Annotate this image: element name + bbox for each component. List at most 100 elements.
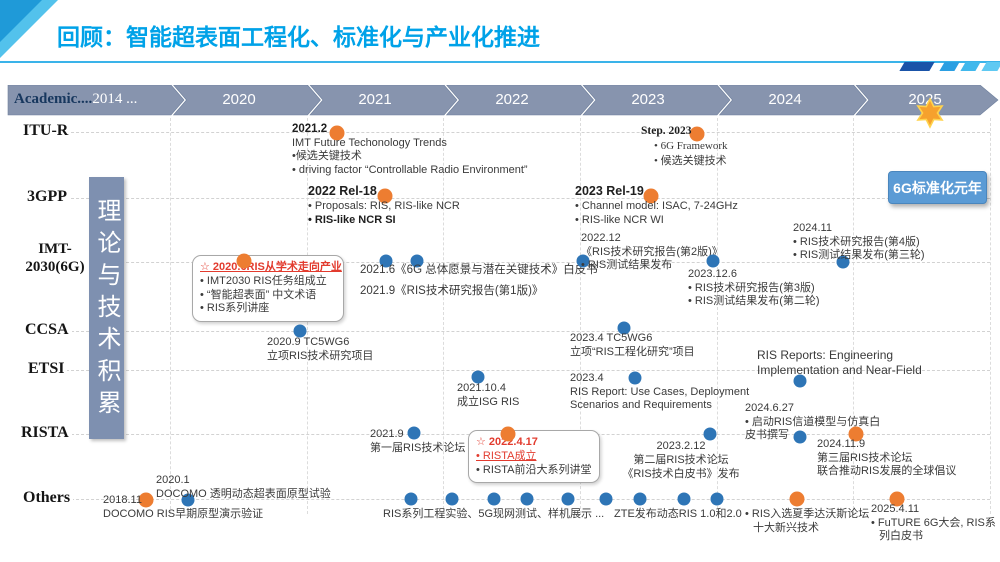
event-line: • RIS入选夏季达沃斯论坛 xyxy=(745,508,870,520)
event-date: 2021.10.4 xyxy=(457,382,506,394)
event-marker xyxy=(710,492,724,506)
grid-vline xyxy=(443,118,444,514)
event-ccsa-2020: 2020.9 TC5WG6 立项RIS技术研究项目 xyxy=(267,336,373,363)
row-label-ccsa: CCSA xyxy=(22,321,72,339)
event-3gpp-2023: 2023 Rel-19 • Channel model: ISAC, 7-24G… xyxy=(575,184,738,228)
academic-text: Academic.... xyxy=(14,91,93,107)
event-line: 《RIS技术白皮书》发布 xyxy=(622,468,740,480)
event-etsi-2021: 2021.10.4 成立ISG RIS xyxy=(457,382,519,409)
event-date: 2024.11.9 xyxy=(817,438,866,450)
event-line: • IMT2030 RIS任务组成立 xyxy=(200,274,327,287)
event-marker xyxy=(706,254,720,268)
grid-hline-3gpp xyxy=(46,198,990,199)
event-others-2025: 2025.4.11 • FuTURE 6G大会, RIS系 列白皮书 xyxy=(871,503,996,544)
event-line: • Channel model: ISAC, 7-24GHz xyxy=(575,199,738,212)
event-imt-2021a: 2021.6《6G 总体愿景与潜在关键技术》白皮书 xyxy=(360,264,598,276)
event-date: 2025.4.11 xyxy=(871,503,920,515)
event-line: 第三届RIS技术论坛 xyxy=(817,451,913,464)
event-line: • RIS系列讲座 xyxy=(200,302,270,315)
event-ccsa-2023: 2023.4 TC5WG6 立项“RIS工程化研究”项目 xyxy=(570,332,695,359)
event-imt-2023: 2023.12.6 • RIS技术研究报告(第3版) • RIS测试结果发布(第… xyxy=(688,268,820,309)
year-label-2020: 2020 xyxy=(222,91,256,108)
event-etsi-reports: RIS Reports: Engineering Implementation … xyxy=(757,348,922,378)
event-marker xyxy=(633,492,647,506)
page-title: 回顾：智能超表面工程化、标准化与产业化推进 xyxy=(57,24,540,50)
academic-years: 2014 ... xyxy=(92,91,138,107)
event-marker xyxy=(599,492,613,506)
event-marker xyxy=(471,370,485,384)
event-marker xyxy=(407,426,421,440)
event-marker xyxy=(329,125,345,141)
imt-label-line1: IMT- xyxy=(38,241,72,257)
event-line: • RIS测试结果发布(第三轮) xyxy=(793,249,925,261)
event-marker xyxy=(848,426,864,442)
event-marker xyxy=(677,492,691,506)
header-dash-decoration xyxy=(939,62,960,71)
header-dash-decoration xyxy=(899,62,935,71)
6g-standardization-badge: 6G标准化元年 xyxy=(888,171,987,204)
event-line: RIS Reports: Engineering xyxy=(757,348,894,362)
event-marker xyxy=(889,491,905,507)
timeline-band-segment xyxy=(172,85,321,116)
grid-vline xyxy=(170,118,171,514)
event-marker xyxy=(520,492,534,506)
event-line: • 候选关键技术 xyxy=(654,155,727,167)
event-marker xyxy=(293,324,307,338)
event-etsi-2023: 2023.4 RIS Report: Use Cases, Deployment… xyxy=(570,372,749,413)
event-line: Scenarios and Requirements xyxy=(570,399,712,411)
event-others-series: RIS系列工程实验、5G现网测试、样机展示 ... xyxy=(383,508,605,520)
timeline-band-segment xyxy=(445,85,594,116)
event-itu-2021: 2021.2 IMT Future Techonology Trends •候选… xyxy=(292,123,528,177)
header-dash-decoration xyxy=(981,62,1000,71)
event-itu-2023: Step. 2023 • 6G Framework • 候选关键技术 xyxy=(641,124,728,169)
row-label-3gpp: 3GPP xyxy=(24,188,70,206)
event-date: Step. 2023 xyxy=(641,125,692,137)
event-date: 2022.12 xyxy=(581,232,621,244)
event-line: • 6G Framework xyxy=(654,140,728,152)
event-date: 2024.11 xyxy=(793,222,832,234)
event-marker xyxy=(689,126,705,142)
event-date: 2018.11 xyxy=(103,494,142,506)
event-date: 2023.4 TC5WG6 xyxy=(570,332,653,344)
corner-decoration-dark xyxy=(0,0,42,42)
timeline-band xyxy=(7,85,999,116)
event-others-davos: • RIS入选夏季达沃斯论坛 十大新兴技术 xyxy=(745,508,869,535)
row-label-etsi: ETSI xyxy=(25,360,68,378)
timeline-band-segment xyxy=(582,85,731,116)
event-imt-2024: 2024.11 • RIS技术研究报告(第4版) • RIS测试结果发布(第三轮… xyxy=(793,222,925,263)
event-marker xyxy=(793,430,807,444)
event-line: 立项“RIS工程化研究”项目 xyxy=(570,345,695,358)
event-line: • RISTA前沿大系列讲堂 xyxy=(476,463,592,476)
event-date: 2023 Rel-19 xyxy=(575,184,644,198)
event-date: 2024.6.27 xyxy=(745,402,794,414)
event-line: RIS Report: Use Cases, Deployment xyxy=(570,385,750,398)
event-rista-2023: 2023.2.12 第二届RIS技术论坛 《RIS技术白皮书》发布 xyxy=(622,439,740,481)
grid-hline-itu xyxy=(46,132,990,133)
event-line: 皮书撰写 xyxy=(745,429,789,441)
event-date: 2021.2 xyxy=(292,123,328,135)
grid-vline xyxy=(717,118,718,514)
grid-hline-etsi xyxy=(46,370,990,371)
event-date: 2020.9 TC5WG6 xyxy=(267,336,350,348)
event-line: • driving factor “Controllable Radio Env… xyxy=(292,163,528,176)
event-date: 2023.4 xyxy=(570,372,604,384)
event-marker xyxy=(181,493,195,507)
event-line: 成立ISG RIS xyxy=(457,395,520,408)
event-date: 2021.9 xyxy=(370,428,404,440)
event-marker xyxy=(500,426,516,442)
event-marker xyxy=(643,188,659,204)
event-others-2020: 2020.1 DOCOMO 透明动态超表面原型试验 xyxy=(156,474,331,501)
event-line: IMT Future Techonology Trends xyxy=(292,136,447,149)
event-date: 2022 Rel-18 xyxy=(308,184,377,198)
year-label-2022: 2022 xyxy=(495,91,529,108)
event-rista-2024a: 2024.6.27 • 启动RIS信道模型与仿真白 皮书撰写 xyxy=(745,402,880,443)
event-line: 列白皮书 xyxy=(879,530,923,542)
event-line: • RIS-like NCR WI xyxy=(575,214,664,226)
event-line: • RIS-like NCR SI xyxy=(308,214,396,226)
event-marker xyxy=(410,254,424,268)
event-imt-2020-box: ☆ 2020.6RIS从学术走向产业 • IMT2030 RIS任务组成立 • … xyxy=(192,255,344,323)
event-line: DOCOMO 透明动态超表面原型试验 xyxy=(156,487,331,500)
event-others-2018: 2018.11 DOCOMO RIS早期原型演示验证 xyxy=(103,494,263,521)
grid-vline xyxy=(580,118,581,514)
